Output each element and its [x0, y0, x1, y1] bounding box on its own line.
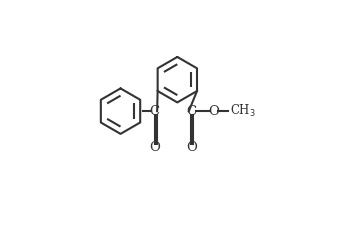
Text: O: O: [209, 105, 219, 118]
Text: CH$_3$: CH$_3$: [230, 103, 256, 119]
Text: C: C: [186, 105, 197, 118]
Text: C: C: [149, 105, 160, 118]
Text: O: O: [186, 141, 197, 154]
Text: O: O: [149, 141, 160, 154]
